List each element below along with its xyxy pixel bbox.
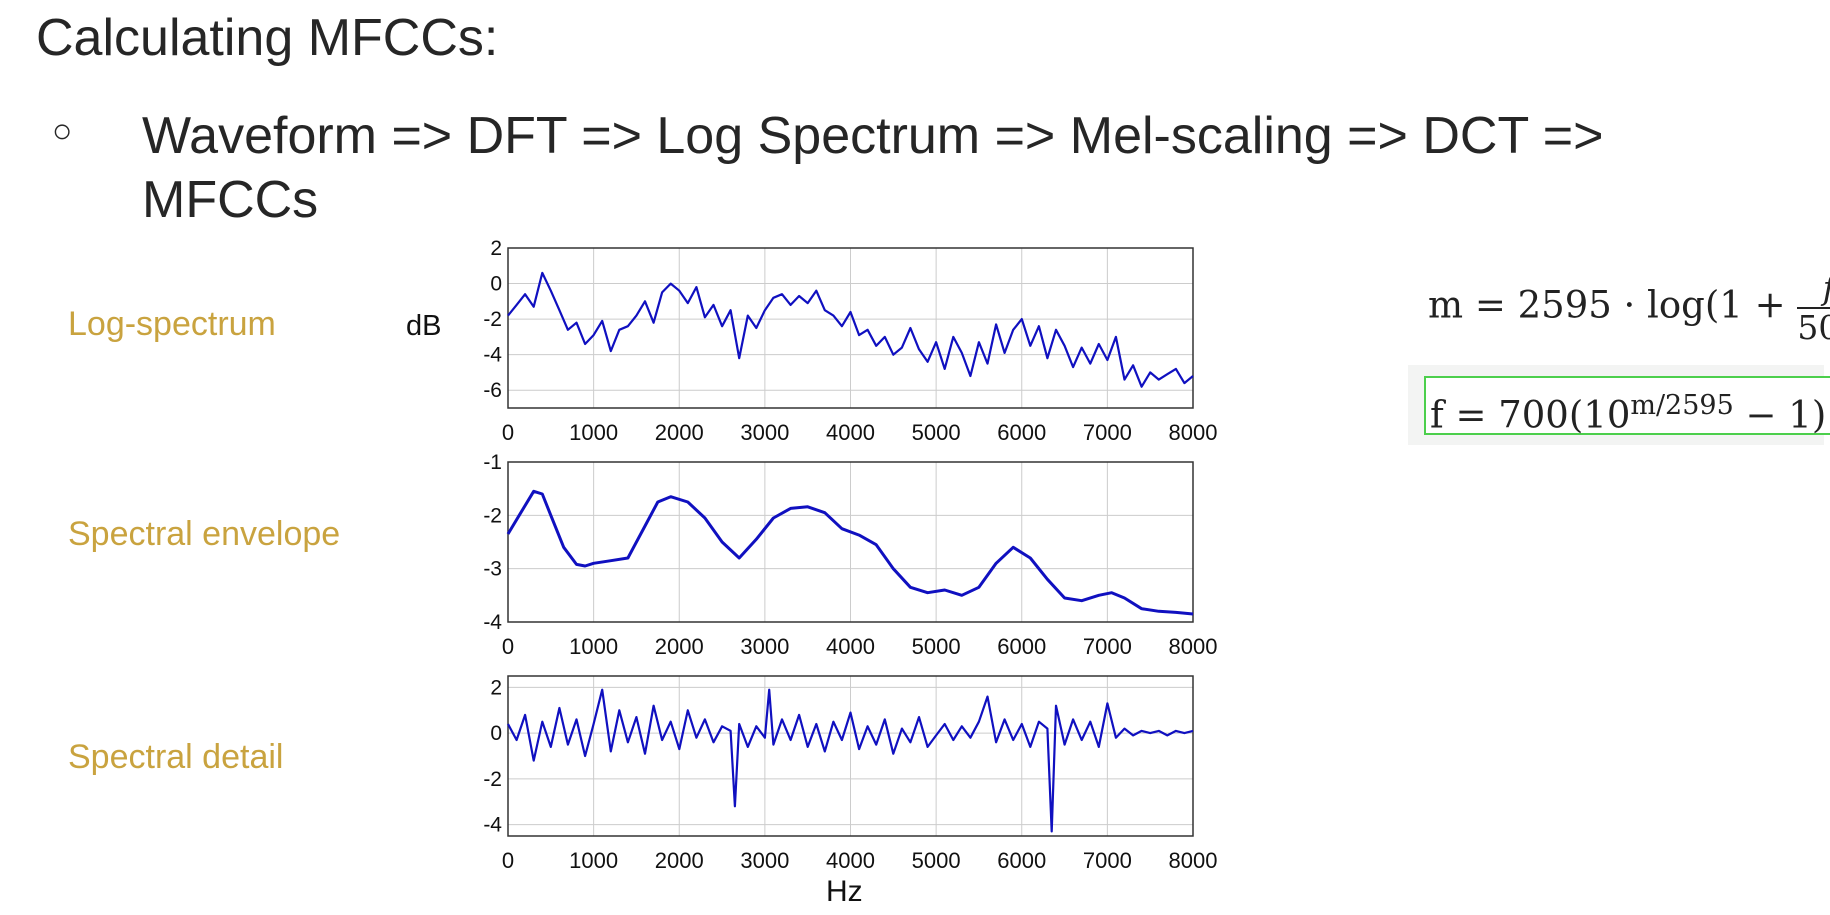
x-tick-label-0-3: 3000 — [740, 420, 789, 445]
y-tick-label-1-3: -4 — [483, 611, 502, 634]
plot-frame-0 — [507, 247, 1194, 409]
x-tick-label-0-6: 6000 — [997, 420, 1046, 445]
plot-frame-2 — [507, 675, 1194, 837]
x-tick-label-0-1: 1000 — [569, 420, 618, 445]
x-tick-label-2-2: 2000 — [655, 848, 704, 873]
label-log-spectrum: Log-spectrum — [68, 305, 276, 343]
mel-formula-fraction: f500 — [1797, 269, 1830, 347]
inverse-formula-rhs: − 1) — [1733, 393, 1827, 437]
mel-formula-lhs: m = 2595 · log(1 + — [1428, 283, 1798, 327]
x-tick-label-2-7: 7000 — [1083, 848, 1132, 873]
y-tick-label-2-2: -2 — [483, 768, 502, 791]
plot-frame-1 — [507, 461, 1194, 623]
x-tick-label-0-5: 5000 — [912, 420, 961, 445]
bullet-text: Waveform => DFT => Log Spectrum => Mel-s… — [142, 107, 1604, 229]
mel-formula-numerator: f — [1797, 269, 1830, 309]
y-tick-label-1-0: -1 — [483, 451, 502, 474]
series-line-0-0 — [507, 271, 1194, 388]
y-tick-label-0-2: -2 — [483, 308, 502, 331]
x-tick-label-0-0: 0 — [502, 420, 514, 445]
x-tick-label-2-3: 3000 — [740, 848, 789, 873]
x-tick-label-0-7: 7000 — [1083, 420, 1132, 445]
y-tick-label-2-3: -4 — [483, 814, 502, 837]
y-tick-label-1-1: -2 — [483, 504, 502, 527]
slide-title: Calculating MFCCs: — [36, 9, 499, 67]
series-line-2-0 — [507, 688, 1194, 833]
x-tick-label-1-5: 5000 — [912, 634, 961, 659]
bullet-marker: ○ — [52, 112, 73, 150]
x-tick-label-0-8: 8000 — [1169, 420, 1218, 445]
mel-formulas: m = 2595 · log(1 + f500) f = 700(10m/259… — [1408, 255, 1830, 445]
x-tick-label-1-0: 0 — [502, 634, 514, 659]
label-spectral-envelope: Spectral envelope — [68, 515, 341, 553]
x-tick-label-2-5: 5000 — [912, 848, 961, 873]
y-tick-label-0-3: -4 — [483, 344, 502, 367]
y-tick-label-2-0: 2 — [490, 676, 502, 699]
y-tick-label-0-4: -6 — [483, 379, 502, 402]
x-tick-label-0-4: 4000 — [826, 420, 875, 445]
y-unit-label: dB — [406, 310, 442, 342]
x-unit-label: Hz — [826, 875, 863, 908]
x-tick-label-2-1: 1000 — [569, 848, 618, 873]
y-tick-label-0-0: 2 — [490, 237, 502, 260]
x-tick-label-1-2: 2000 — [655, 634, 704, 659]
x-tick-label-1-3: 3000 — [740, 634, 789, 659]
inverse-formula-lhs: f = 700(10 — [1430, 393, 1631, 437]
x-tick-label-0-2: 2000 — [655, 420, 704, 445]
x-tick-label-1-7: 7000 — [1083, 634, 1132, 659]
mel-formula-denominator: 500 — [1797, 308, 1830, 347]
x-tick-label-2-4: 4000 — [826, 848, 875, 873]
x-tick-label-1-4: 4000 — [826, 634, 875, 659]
label-spectral-detail: Spectral detail — [68, 738, 284, 776]
x-tick-label-1-8: 8000 — [1169, 634, 1218, 659]
x-tick-label-2-8: 8000 — [1169, 848, 1218, 873]
y-tick-label-2-1: 0 — [490, 722, 502, 745]
x-tick-label-1-1: 1000 — [569, 634, 618, 659]
x-tick-label-1-6: 6000 — [997, 634, 1046, 659]
y-tick-label-1-2: -3 — [483, 558, 502, 581]
mel-formula: m = 2595 · log(1 + f500) — [1428, 269, 1830, 347]
x-tick-label-2-0: 0 — [502, 848, 514, 873]
inverse-mel-formula: f = 700(10m/2595 − 1) — [1424, 376, 1830, 437]
series-line-1-0 — [506, 489, 1194, 616]
y-tick-label-0-1: 0 — [490, 273, 502, 296]
inverse-formula-exponent: m/2595 — [1630, 390, 1734, 421]
x-tick-label-2-6: 6000 — [997, 848, 1046, 873]
